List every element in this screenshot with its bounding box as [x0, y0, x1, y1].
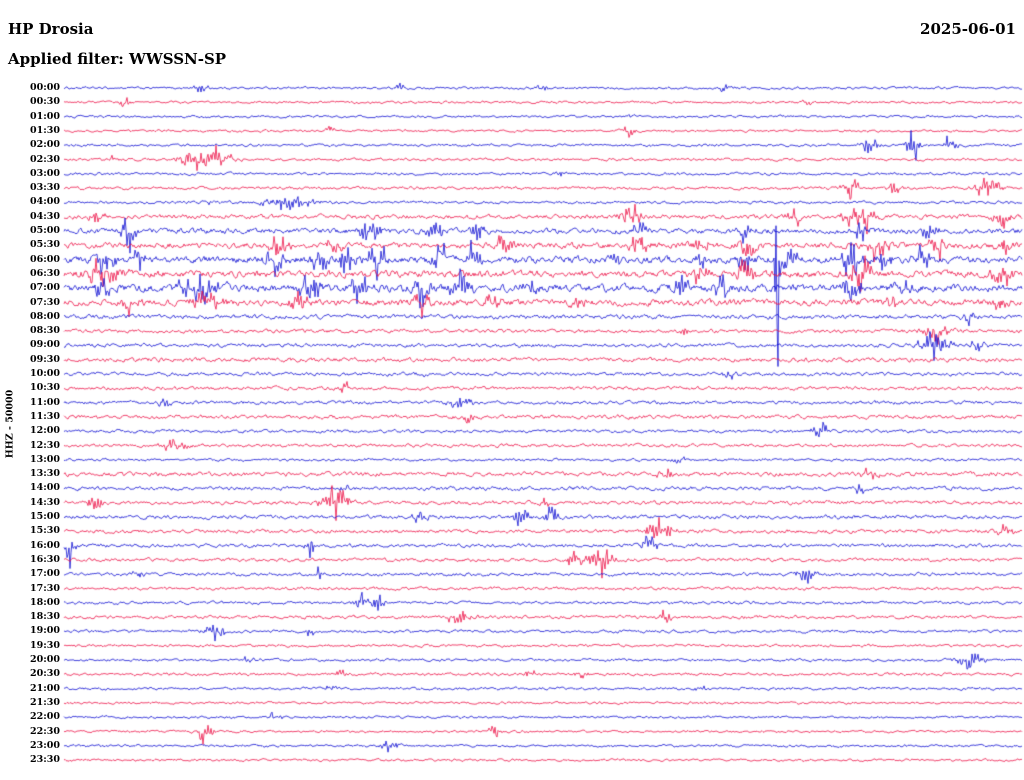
- time-label: 15:30: [30, 525, 60, 537]
- time-label: 14:00: [30, 482, 60, 494]
- time-label: 02:30: [30, 153, 60, 165]
- time-label: 04:30: [30, 210, 60, 222]
- time-label: 07:30: [30, 296, 60, 308]
- time-label: 08:30: [30, 325, 60, 337]
- time-label: 01:30: [30, 124, 60, 136]
- time-label: 19:30: [30, 639, 60, 651]
- time-label: 22:30: [30, 725, 60, 737]
- time-label: 05:30: [30, 239, 60, 251]
- time-label: 23:30: [30, 754, 60, 766]
- time-label: 17:30: [30, 582, 60, 594]
- time-label: 06:00: [30, 253, 60, 265]
- time-label: 21:00: [30, 682, 60, 694]
- time-label: 22:00: [30, 711, 60, 723]
- time-label: 12:00: [30, 425, 60, 437]
- time-label: 18:00: [30, 596, 60, 608]
- time-label: 21:30: [30, 696, 60, 708]
- time-label: 15:00: [30, 511, 60, 522]
- time-label: 03:30: [30, 182, 60, 194]
- time-label: 00:30: [30, 96, 60, 108]
- applied-filter-label: Applied filter: WWSSN-SP: [8, 50, 227, 68]
- time-label: 04:00: [30, 196, 60, 208]
- station-title: HP Drosia: [8, 20, 94, 38]
- time-label: 20:00: [30, 654, 60, 665]
- time-label: 05:00: [30, 225, 60, 236]
- date-label: 2025-06-01: [920, 20, 1016, 38]
- time-label: 20:30: [30, 668, 60, 680]
- channel-scale-label: HHZ - 50000: [4, 389, 16, 459]
- time-label: 02:00: [30, 139, 60, 151]
- time-label: 18:30: [30, 611, 60, 623]
- time-label: 13:30: [30, 468, 60, 480]
- time-label: 08:00: [30, 310, 60, 322]
- time-label: 14:30: [30, 496, 60, 508]
- time-label: 09:00: [30, 339, 60, 351]
- time-label: 10:30: [30, 382, 60, 394]
- time-label: 16:00: [30, 539, 60, 551]
- time-label: 09:30: [30, 353, 60, 365]
- time-label: 00:00: [30, 82, 60, 93]
- time-label: 07:00: [30, 282, 60, 294]
- time-label: 11:00: [30, 396, 60, 408]
- time-label: 23:00: [30, 739, 60, 751]
- time-label: 01:00: [30, 110, 60, 122]
- time-label: 16:30: [30, 553, 60, 565]
- time-label: 10:00: [30, 368, 60, 379]
- time-label: 19:00: [30, 625, 60, 637]
- time-label: 13:00: [30, 453, 60, 465]
- time-label: 17:00: [30, 568, 60, 580]
- time-label: 03:00: [30, 167, 60, 179]
- time-label: 12:30: [30, 439, 60, 451]
- time-label: 11:30: [30, 410, 60, 422]
- time-label: 06:30: [30, 267, 60, 279]
